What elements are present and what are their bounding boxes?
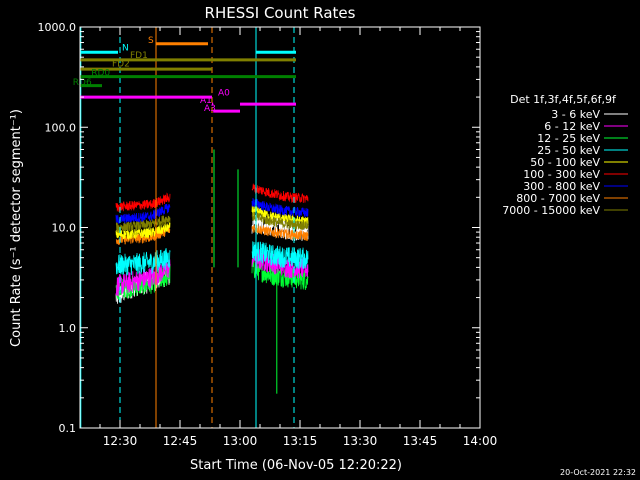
x-tick-label-1: 12:45 <box>163 434 198 448</box>
legend-label-1: 6 - 12 keV <box>544 120 600 133</box>
series-layer <box>115 149 309 394</box>
x-tick-label-4: 13:30 <box>343 434 378 448</box>
legend-label-5: 100 - 300 keV <box>523 168 600 181</box>
legend-label-4: 50 - 100 keV <box>530 156 600 169</box>
series-5-segment-a <box>115 192 171 212</box>
x-tick-label-3: 13:15 <box>283 434 318 448</box>
series-4-segment-b <box>251 205 309 226</box>
series-6-segment-a <box>115 203 171 225</box>
legend-label-0: 3 - 6 keV <box>551 108 600 121</box>
series-5-segment-b <box>251 183 309 203</box>
legend-label-8: 7000 - 15000 keV <box>502 204 600 217</box>
y-tick-label-1: 1.0 <box>59 322 77 335</box>
state-bar-label-7: A1 <box>200 96 212 106</box>
x-axis-label: Start Time (06-Nov-05 12:20:22) <box>190 458 402 473</box>
y-tick-label-3: 100.0 <box>45 121 77 134</box>
series-3-segment-a <box>115 248 171 276</box>
legend-label-2: 12 - 25 keV <box>537 132 600 145</box>
series-2-segment-b <box>251 257 309 291</box>
x-tick-label-2: 13:00 <box>223 434 258 448</box>
state-bar-label-0: N <box>122 43 129 53</box>
x-tick-label-5: 13:45 <box>403 434 438 448</box>
state-bar-label-6: A0 <box>218 88 230 98</box>
x-tick-label-0: 12:30 <box>103 434 138 448</box>
state-bar-label-5: RD6 <box>73 78 92 88</box>
legend-label-6: 300 - 800 keV <box>523 180 600 193</box>
state-bar-label-3: FD2 <box>112 60 130 70</box>
y-tick-label-0: 0.1 <box>59 422 77 435</box>
series-3-segment-b <box>251 241 309 269</box>
series-6-segment-b <box>251 197 309 218</box>
state-bar-label-2: FD1 <box>130 51 148 61</box>
series-1-segment-a <box>115 258 171 297</box>
series-7-segment-b <box>251 224 309 242</box>
series-4-segment-a <box>115 221 171 241</box>
y-tick-label-2: 10.0 <box>52 222 77 235</box>
state-bar-label-8: A3 <box>204 104 216 114</box>
state-bar-label-4: RD0 <box>91 68 110 78</box>
chart-title: RHESSI Count Rates <box>205 4 356 22</box>
legend-title: Det 1f,3f,4f,5f,6f,9f <box>510 93 617 106</box>
footer-date: 20-Oct-2021 22:32 <box>560 468 636 477</box>
legend-label-3: 25 - 50 keV <box>537 144 600 157</box>
x-tick-label-6: 14:00 <box>463 434 498 448</box>
y-tick-label-4: 1000.0 <box>38 21 77 34</box>
state-bar-label-1: S <box>148 36 154 46</box>
y-axis-label: Count Rate (s⁻¹ detector segment⁻¹) <box>9 109 24 347</box>
series-8-segment-b <box>251 211 309 231</box>
legend-label-7: 800 - 7000 keV <box>516 192 600 205</box>
